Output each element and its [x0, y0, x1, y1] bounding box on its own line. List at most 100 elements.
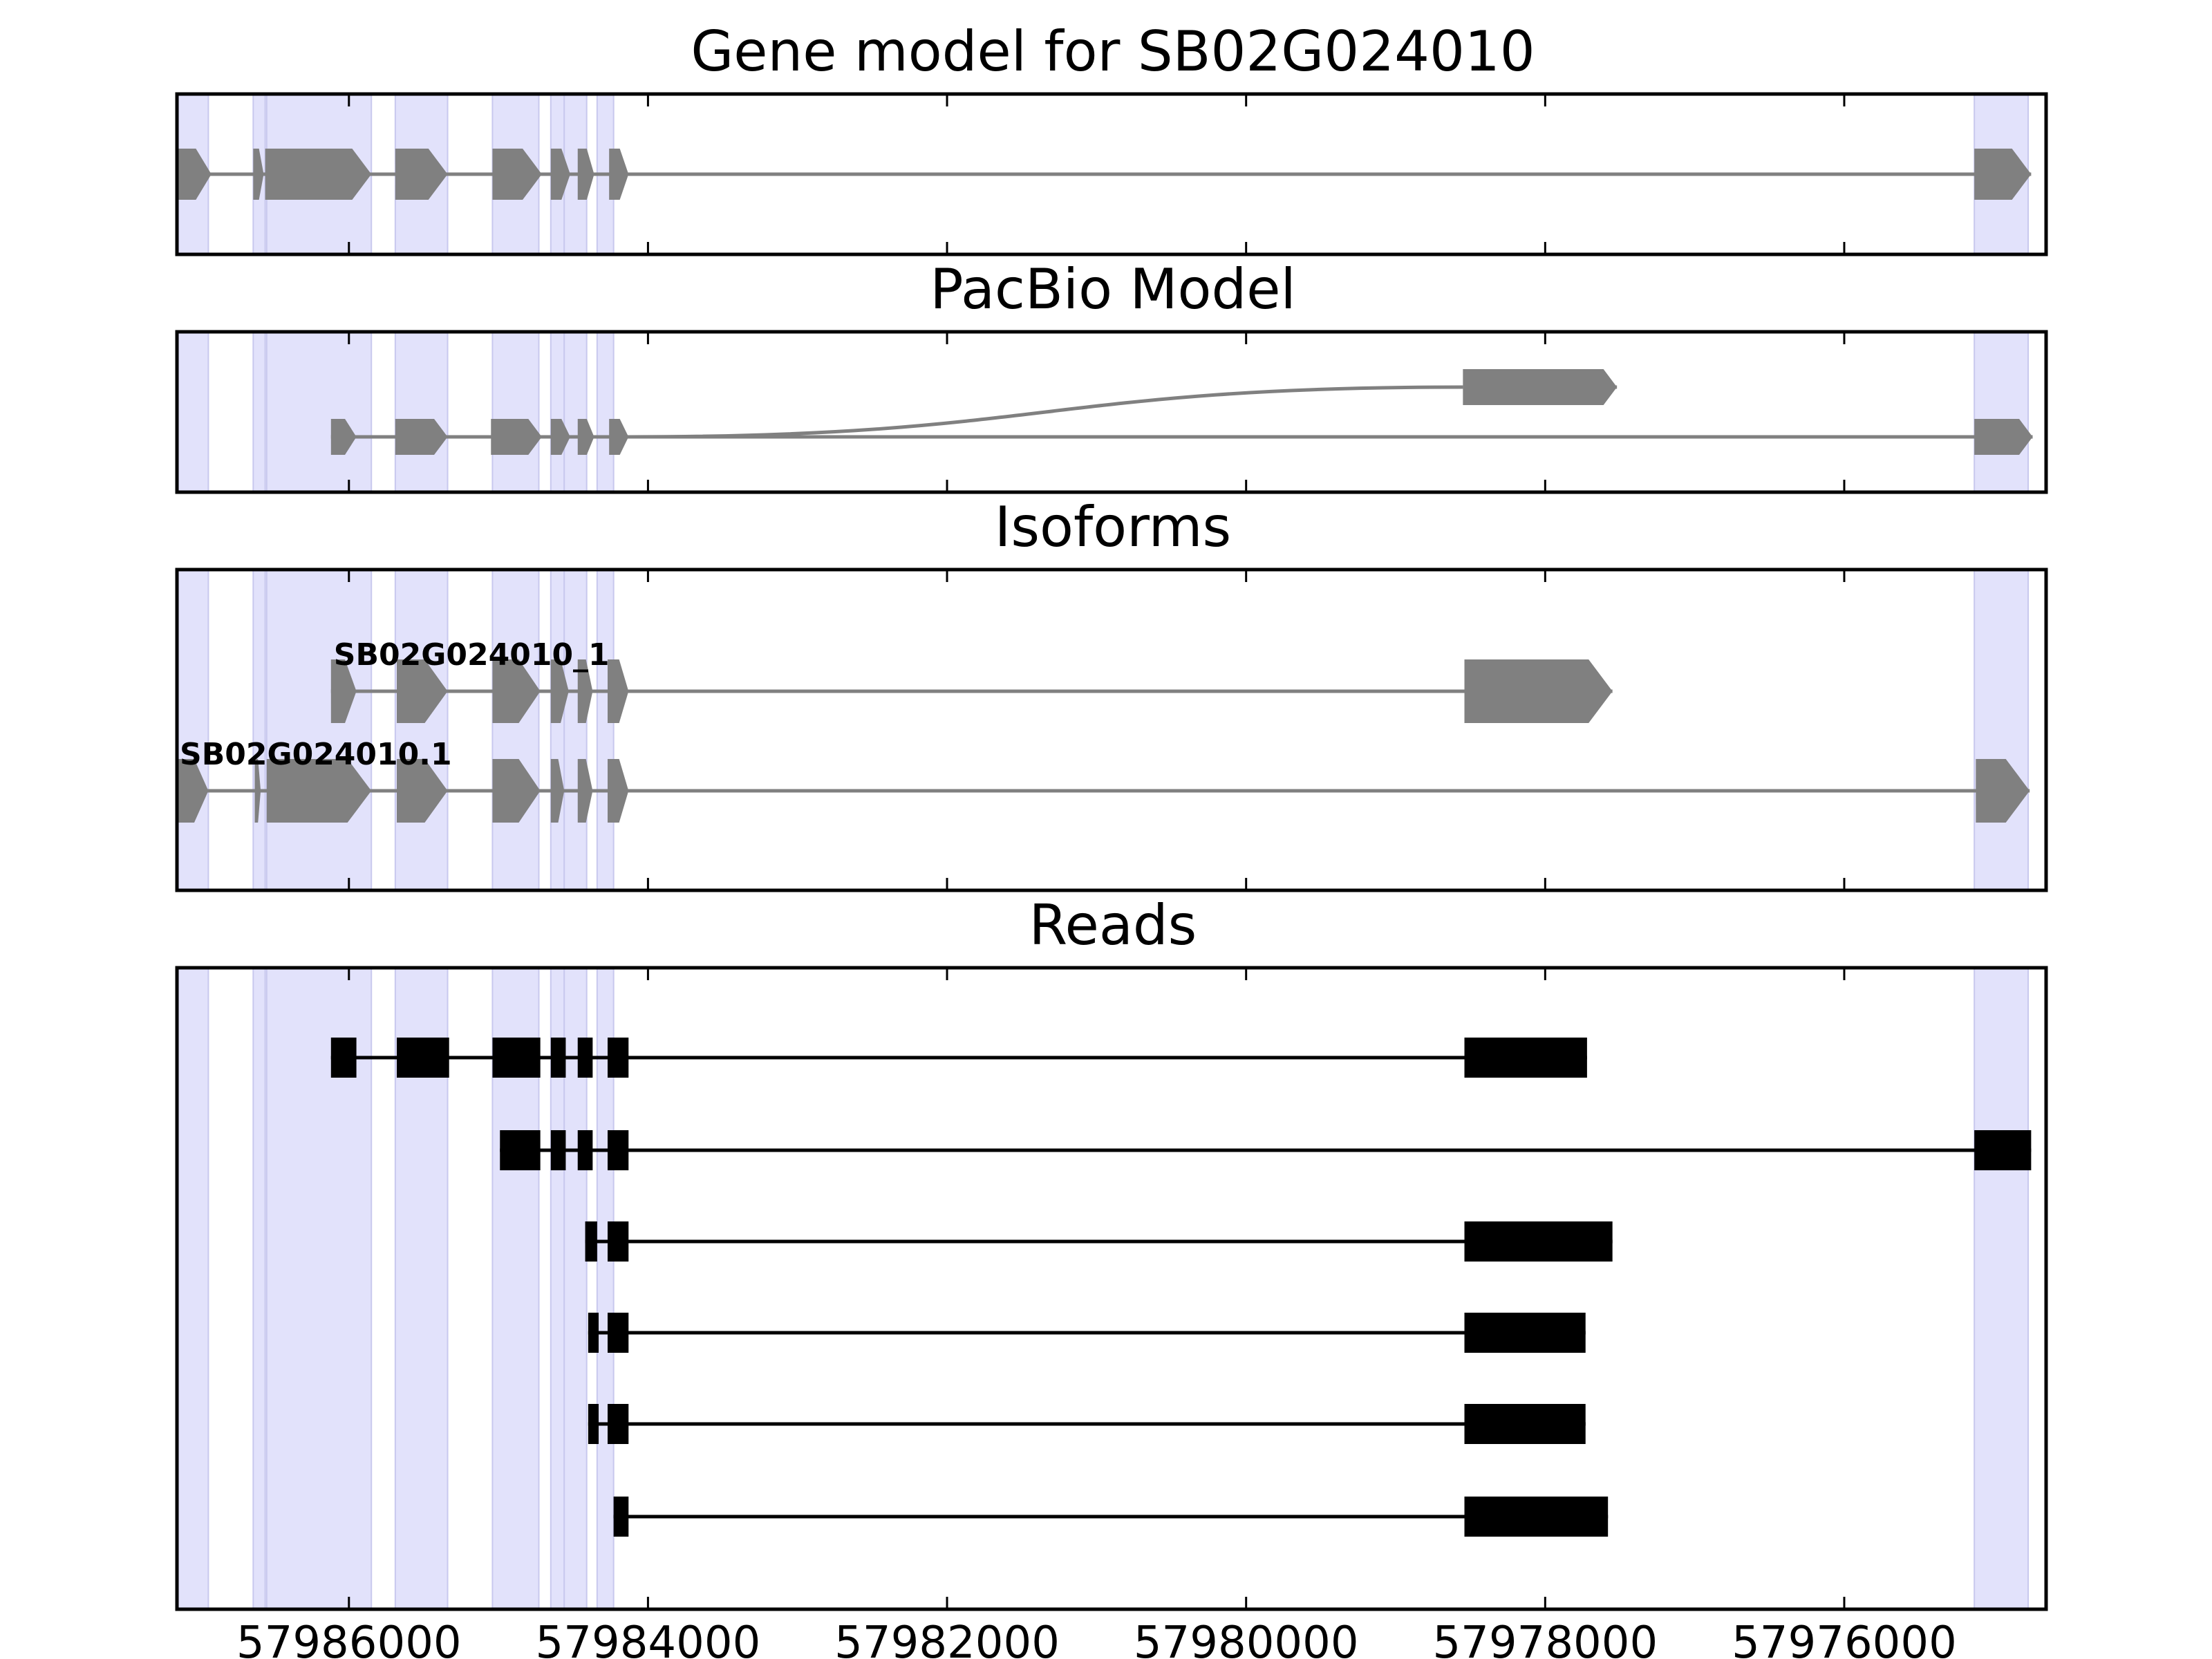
shaded-region	[176, 967, 209, 1610]
shaded-region	[550, 331, 565, 493]
exon-block	[550, 759, 565, 823]
track-isoforms-1: SB02G024010.1	[177, 737, 2030, 823]
isoform-label: SB02G024010.1	[180, 737, 452, 772]
shaded-region	[265, 569, 373, 891]
exon-block	[177, 759, 209, 823]
shaded-region	[1974, 967, 2030, 1610]
ticks-pacbio	[348, 332, 1846, 492]
exon-block	[396, 659, 448, 723]
exon-block	[396, 759, 448, 823]
shaded-region	[252, 331, 266, 493]
exon-block	[609, 149, 629, 200]
exon-block	[577, 149, 594, 200]
ticks-reads	[348, 968, 1846, 1609]
shaded-region	[491, 331, 540, 493]
x-axis-tick-labels: 57986000 57984000 57982000 57980000 57978000…	[236, 1618, 1957, 1659]
shaded-region	[563, 569, 588, 891]
exon-block	[1464, 1497, 1609, 1537]
exon-block	[588, 1313, 599, 1353]
exon-block	[492, 759, 541, 823]
exon-block	[395, 419, 448, 455]
shaded-region	[252, 569, 266, 891]
exon-block	[1976, 759, 2030, 823]
exon-block	[500, 1130, 541, 1170]
shaded-region	[563, 331, 588, 493]
tracks-gene-model	[177, 149, 2032, 200]
track-reads-4	[588, 1404, 1586, 1444]
track-reads-3	[588, 1313, 1586, 1353]
shaded-region	[596, 569, 615, 891]
exon-block	[550, 659, 569, 723]
exon-block	[577, 1130, 593, 1170]
panel-frame-reads	[175, 966, 2048, 1611]
panel-pacbio: PacBio Model	[175, 257, 2048, 494]
exon-block	[550, 1038, 566, 1078]
shaded-region	[176, 331, 209, 493]
track-isoforms-0: SB02G024010_1	[330, 637, 1613, 723]
exon-block	[608, 1038, 629, 1078]
exon-block	[608, 1130, 629, 1170]
exon-block	[550, 149, 570, 200]
x-tick-label: 57980000	[1134, 1618, 1359, 1659]
exon-block	[265, 149, 372, 200]
panel-title-gene-model: Gene model for SB02G024010	[691, 19, 1535, 84]
panel-frame-gene-model	[175, 92, 2048, 256]
track-reads-5	[613, 1497, 1609, 1537]
exon-block	[1464, 1313, 1586, 1353]
exon-block	[608, 1313, 629, 1353]
exon-block	[1974, 149, 2032, 200]
exon-block	[585, 1221, 597, 1262]
shaded-region	[1974, 331, 2030, 493]
x-tick-label: 57978000	[1432, 1618, 1658, 1659]
tracks-isoforms: SB02G024010_1 SB02G024010.1	[177, 637, 2030, 823]
exon-block	[266, 759, 372, 823]
panel-frame-isoforms	[175, 568, 2048, 892]
exon-block	[577, 759, 593, 823]
tracks-pacbio	[330, 369, 2033, 455]
shaded-region	[265, 331, 373, 493]
panel-reads: Reads	[175, 893, 2048, 1611]
exon-block	[588, 1404, 599, 1444]
splice-connector	[628, 385, 1463, 439]
exon-block	[492, 149, 542, 200]
isoform-label: SB02G024010_1	[334, 637, 610, 673]
exon-block	[609, 419, 629, 455]
track-reads-0	[330, 1038, 1587, 1078]
exon-block	[550, 419, 570, 455]
exon-block	[613, 1497, 629, 1537]
shaded-region	[563, 967, 588, 1610]
ticks-gene-model	[348, 94, 1846, 254]
exon-block	[492, 1038, 541, 1078]
track-pacbio-0	[1463, 369, 1618, 405]
exon-block	[1464, 1404, 1586, 1444]
track-reads-1	[500, 1130, 2032, 1170]
exon-block	[608, 1404, 629, 1444]
x-tick-label: 57976000	[1732, 1618, 1957, 1659]
panel-title-pacbio: PacBio Model	[930, 257, 1295, 321]
exon-block	[1974, 419, 2033, 455]
exon-block	[577, 659, 593, 723]
shaded-regions-isoforms	[176, 569, 2030, 891]
exon-block	[550, 1130, 566, 1170]
exon-block	[1463, 369, 1618, 405]
shaded-region	[596, 331, 615, 493]
exon-block	[396, 1038, 449, 1078]
exon-block	[608, 1221, 629, 1262]
exon-block	[330, 1038, 357, 1078]
exon-block	[608, 759, 629, 823]
exon-block	[177, 149, 212, 200]
panel-title-reads: Reads	[1029, 893, 1197, 957]
exon-block	[491, 419, 542, 455]
exon-block	[330, 659, 357, 723]
track-reads-2	[585, 1221, 1613, 1262]
exon-block	[608, 659, 629, 723]
panel-title-isoforms: Isoforms	[995, 495, 1231, 559]
exon-block	[254, 759, 261, 823]
tracks-reads	[330, 1038, 2032, 1537]
track-gene_model-0	[177, 149, 2032, 200]
shaded-region	[252, 967, 266, 1610]
exon-block	[253, 149, 264, 200]
x-tick-label: 57984000	[536, 1618, 761, 1659]
exon-block	[1464, 659, 1613, 723]
track-pacbio-1	[330, 419, 2033, 455]
